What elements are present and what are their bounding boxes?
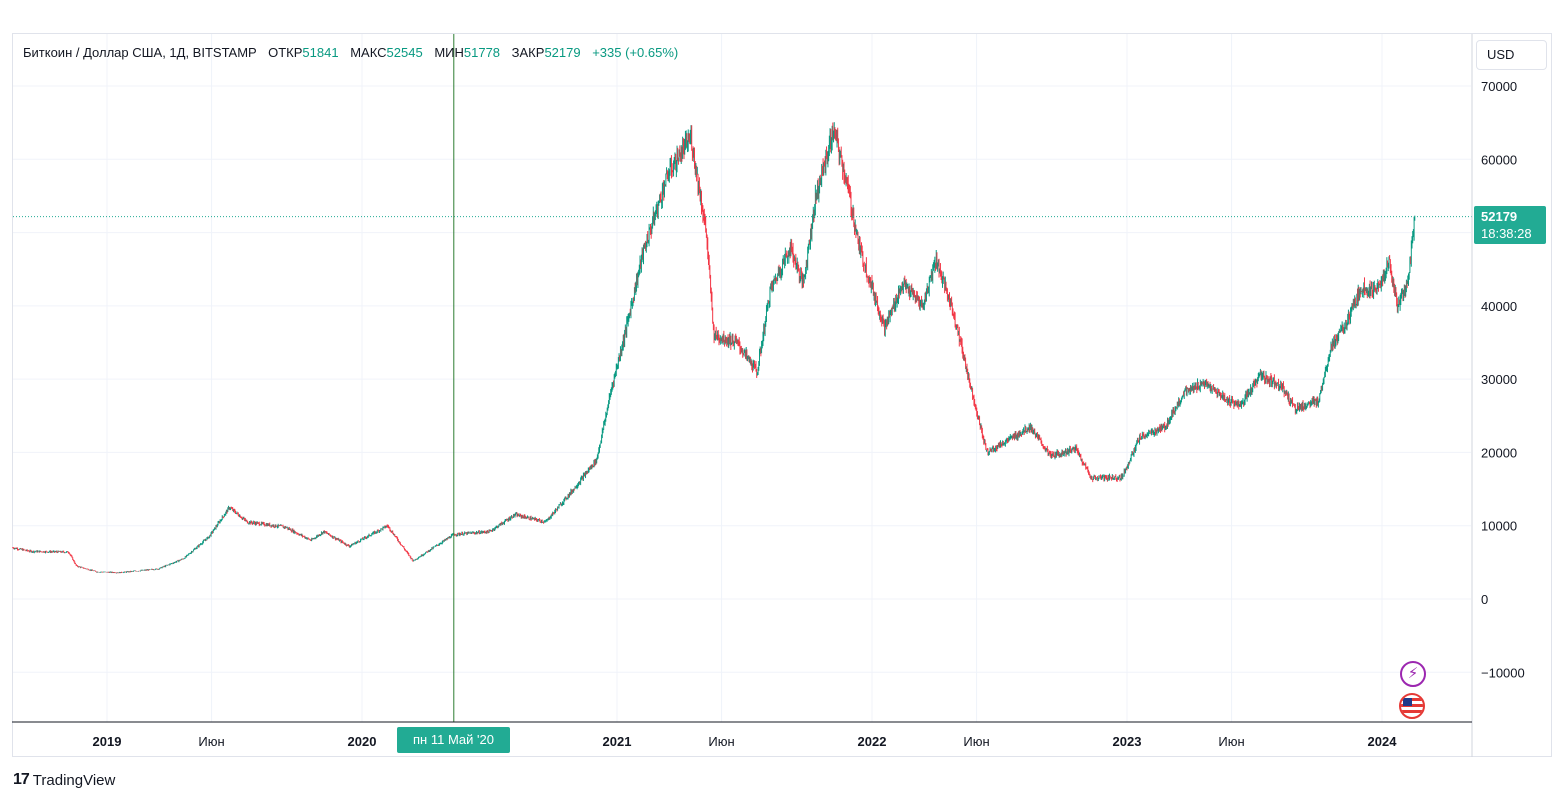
close-value: 52179 [544,45,581,60]
open-value: 51841 [302,45,339,60]
low-value: 51778 [463,45,501,60]
x-tick-label: 2022 [858,734,887,749]
x-tick-label: Июн [198,734,224,749]
low-label: МИН [434,45,464,60]
x-tick-label: Июн [708,734,734,749]
x-tick-label: 2019 [93,734,122,749]
open-label: ОТКР [268,45,303,60]
x-tick-label: Июн [1218,734,1244,749]
x-tick-label: Июн [963,734,989,749]
crosshair-date-label: пн 11 Май '20 [397,727,510,753]
us-flag-icon[interactable] [1399,693,1425,719]
y-tick-label: 30000 [1481,372,1517,387]
y-tick-label: −10000 [1481,665,1525,680]
high-value: 52545 [386,45,423,60]
y-tick-label: 70000 [1481,79,1517,94]
chart-frame [12,33,1552,757]
y-tick-label: 60000 [1481,152,1517,167]
x-tick-label: 2020 [348,734,377,749]
currency-button[interactable]: USD [1476,40,1547,70]
x-tick-label: 2023 [1113,734,1142,749]
close-label: ЗАКР [511,45,545,60]
chart-legend: Биткоин / Доллар США, 1Д, BITSTAMP ОТКР5… [23,45,678,60]
last-price-tag: 52179 18:38:28 [1474,206,1546,244]
y-tick-label: 20000 [1481,445,1517,460]
tradingview-logo-icon: 17 [13,771,30,788]
symbol-title[interactable]: Биткоин / Доллар США, 1Д, BITSTAMP [23,45,257,60]
change-value: +335 (+0.65%) [592,45,679,60]
lightning-icon[interactable]: ⚡ [1400,661,1426,687]
x-tick-label: 2021 [603,734,632,749]
last-price-value: 52179 [1481,209,1518,224]
y-tick-label: 10000 [1481,519,1517,534]
y-tick-label: 40000 [1481,299,1517,314]
brand-name: TradingView [32,771,116,789]
y-tick-label: 0 [1481,592,1488,607]
high-label: МАКС [350,45,387,60]
bar-countdown: 18:38:28 [1481,226,1532,241]
x-tick-label: 2024 [1368,734,1398,749]
tradingview-brand[interactable]: 17 TradingView [13,771,115,789]
